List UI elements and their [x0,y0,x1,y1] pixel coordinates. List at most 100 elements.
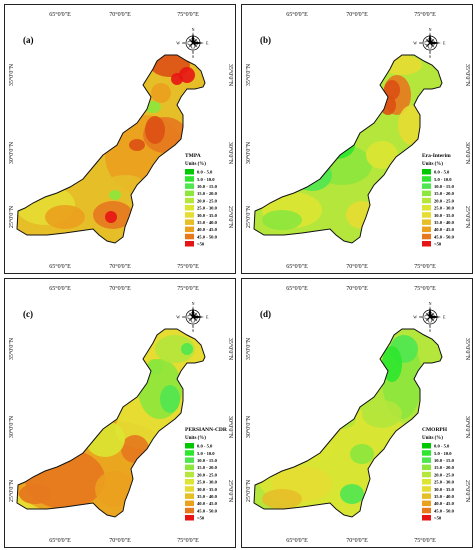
bottom-longitude-ticks: 65°0'0"E 70°0'0"E 75°0'0"E [286,263,436,270]
legend-label: 0.0 - 5.0 [197,444,213,449]
legend-label: 20.0 - 25.0 [197,472,218,477]
legend-swatch [185,443,194,449]
map-value-patch [328,409,356,429]
legend-label: 15.0 - 20.0 [434,465,455,470]
right-latitude-ticks: 35°0'0"N 30°0'0"N 25°0'0"N [464,338,471,503]
legend-label: 40.0 - 45.0 [197,501,218,506]
map-value-patch [398,105,426,145]
legend-swatch [422,212,431,218]
lon-tick-70: 70°0'0"E [109,285,131,292]
legend-swatch [422,176,431,182]
legend-swatch [185,233,194,240]
legend-label: 5.0 - 10.0 [197,177,215,182]
legend-units: Units (%) [422,162,443,167]
legend-label: 40.0 - 45.0 [434,501,455,506]
compass-west: W [413,41,417,46]
legend-swatch [422,443,431,449]
compass-south: S [429,54,431,59]
legend-swatch [185,219,194,225]
compass-icon: N S E W [413,27,446,59]
legend-label: >50 [197,242,205,247]
lat-tick-35-left: 35°0'0"N [245,337,252,360]
legend-units: Units (%) [185,436,206,441]
map-value-patch [160,385,180,413]
legend-label: 10.0 - 15.0 [197,458,218,463]
legend-label: 15.0 - 20.0 [434,191,455,196]
lat-tick-30-right: 30°0'0"N [464,416,471,439]
lon-tick-75-bottom: 75°0'0"E [414,537,436,544]
map-value-patch [262,489,302,509]
map-value-patch [151,83,171,103]
legend-swatch [422,241,431,247]
map-value-patch [262,210,302,230]
bottom-longitude-ticks: 65°0'0"E 70°0'0"E 75°0'0"E [49,263,199,270]
map-panel-4: 65°0'0"E 70°0'0"E 75°0'0"E 65°0'0"E 70°0… [241,278,473,548]
map-value-patch [301,437,333,461]
pakistan-map [16,328,206,518]
map-value-patch [121,435,149,463]
map-value-patch [340,484,364,504]
legend: TMPA Units (%) 0.0 - 5.0 5.0 - 10.0 10.0 -… [185,153,218,247]
lon-tick-75-bottom: 75°0'0"E [177,263,199,270]
lon-tick-65-bottom: 65°0'0"E [286,263,308,270]
map-value-patch [181,343,193,355]
legend-label: 30.0 - 35.0 [197,213,218,218]
panel-label: (a) [23,35,34,45]
lat-tick-30-right: 30°0'0"N [227,142,234,165]
legend-label: 10.0 - 15.0 [434,458,455,463]
compass-south: S [192,54,194,59]
right-latitude-ticks: 35°0'0"N 30°0'0"N 25°0'0"N [227,338,234,503]
lon-tick-70: 70°0'0"E [346,11,368,18]
top-longitude-ticks: 65°0'0"E 70°0'0"E 75°0'0"E [286,285,436,292]
lon-tick-75-bottom: 75°0'0"E [177,537,199,544]
lat-tick-35-left: 35°0'0"N [8,337,15,360]
lat-tick-35-right: 35°0'0"N [464,338,471,361]
lon-tick-65: 65°0'0"E [286,285,308,292]
legend-swatch [185,183,194,189]
lon-tick-70-bottom: 70°0'0"E [109,537,131,544]
left-latitude-ticks: 35°0'0"N 30°0'0"N 25°0'0"N [8,337,15,502]
legend-swatch [185,205,194,211]
compass-north: N [192,27,195,32]
pakistan-map [253,54,443,244]
lon-tick-70: 70°0'0"E [346,285,368,292]
legend-label: 10.0 - 15.0 [197,184,218,189]
map-value-patch [129,101,141,113]
legend-label: 30.0 - 35.0 [434,487,455,492]
map-value-patch [145,116,165,144]
compass-east: E [443,315,446,320]
map-panel-3: 65°0'0"E 70°0'0"E 75°0'0"E 65°0'0"E 70°0… [4,278,236,548]
legend-swatch [422,450,431,456]
map-value-patch [346,201,378,229]
legend-swatch [422,190,431,197]
legend-swatch [422,493,431,499]
legend-label: 35.0 - 40.0 [434,220,455,225]
legend-label: 20.0 - 25.0 [434,472,455,477]
lat-tick-30-left: 30°0'0"N [245,415,252,438]
legend-swatch [422,183,431,189]
left-latitude-ticks: 35°0'0"N 30°0'0"N 25°0'0"N [245,63,252,228]
compass-icon: N S E W [413,301,446,333]
lat-tick-35-right: 35°0'0"N [227,64,234,87]
map-value-patch [350,444,374,464]
top-longitude-ticks: 65°0'0"E 70°0'0"E 75°0'0"E [49,11,199,18]
lat-tick-30-left: 30°0'0"N [8,141,15,164]
compass-south: S [192,328,194,333]
legend-swatch [185,450,194,456]
legend-swatch [422,219,431,225]
lon-tick-75: 75°0'0"E [414,11,436,18]
panel-label: (c) [23,309,33,319]
legend-swatch [422,169,431,175]
map-panel-1: 65°0'0"E 70°0'0"E 75°0'0"E 65°0'0"E 70°0… [4,4,236,274]
map-value-patch [105,211,117,223]
legend-swatch [185,190,194,197]
legend-swatch [185,226,194,233]
legend-label: 5.0 - 10.0 [197,451,215,456]
top-longitude-ticks: 65°0'0"E 70°0'0"E 75°0'0"E [286,11,436,18]
legend-units: Units (%) [185,162,206,167]
lon-tick-70-bottom: 70°0'0"E [109,263,131,270]
map-value-patch [155,335,195,363]
legend-swatch [422,479,431,485]
map-value-patch [81,115,109,135]
legend-label: 25.0 - 30.0 [434,480,455,485]
